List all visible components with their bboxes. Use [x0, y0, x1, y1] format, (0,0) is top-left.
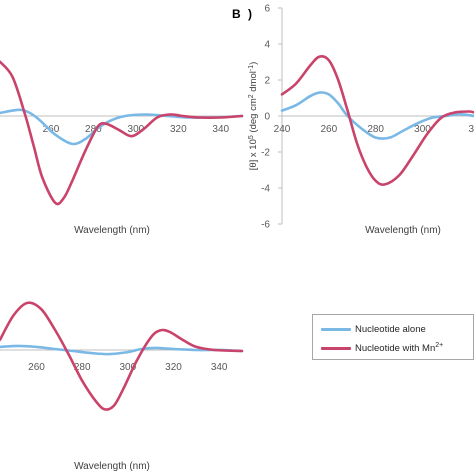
panel-b-x-tick-label: 280 — [367, 124, 384, 135]
panel-c-series-mn-line — [0, 301, 244, 411]
panel-b-series-mn-line — [280, 54, 474, 186]
panel-b-y-tick-label: 6 — [264, 4, 270, 15]
legend-label-mn-sup: 2+ — [435, 341, 444, 349]
legend-swatch-mn — [321, 346, 351, 350]
legend-item-mn: Nucleotide with Mn2+ — [321, 341, 443, 355]
panel-b-label-paren: ) — [248, 7, 252, 21]
panel-b: B ) 6 4 2 0 -2 -4 -6 240 260 280 300 32 [θ] x 105 … — [232, 4, 474, 236]
legend: Nucleotide alone Nucleotide with Mn2+ — [312, 314, 474, 360]
panel-b-y-tick-label: -4 — [261, 184, 270, 195]
panel-b-x-tick-label: 240 — [274, 124, 291, 135]
panel-a-x-tick-label: 340 — [212, 124, 229, 135]
panel-a-x-tick-label: 300 — [128, 124, 145, 135]
panel-b-x-tick-label: 260 — [320, 124, 337, 135]
legend-swatch-alone — [321, 327, 351, 331]
panel-b-y-tick-label: -2 — [261, 148, 270, 159]
panel-b-y-tick-label: 0 — [264, 112, 270, 123]
panel-b-series-alone-line — [280, 91, 474, 140]
panel-c-x-tick-label: 300 — [120, 362, 137, 373]
panel-c-x-tick-label: 320 — [165, 362, 182, 373]
panel-b-x-tick-label: 32 — [468, 124, 474, 135]
panel-a-series-mn-line — [0, 60, 244, 206]
panel-a-series-alone-line — [0, 108, 244, 146]
panel-b-y-tick-label: 4 — [264, 40, 270, 51]
panel-b-y-tick-label: 2 — [264, 76, 270, 87]
legend-label-mn: Nucleotide with Mn2+ — [355, 342, 443, 354]
panel-c-x-tick-label: 340 — [211, 362, 228, 373]
panel-a-x-tick-label: 280 — [85, 124, 102, 135]
panel-b-label: B — [232, 7, 241, 21]
panel-a-x-tick-label: 320 — [170, 124, 187, 135]
panel-c-x-tick-label: 280 — [74, 362, 91, 373]
panel-b-x-axis-label: Wavelength (nm) — [365, 225, 441, 236]
legend-item-alone: Nucleotide alone — [321, 322, 426, 336]
panel-a-x-axis-label: Wavelength (nm) — [74, 225, 150, 236]
panel-c-series-alone-line — [0, 344, 244, 356]
panel-c-x-tick-label: 260 — [28, 362, 45, 373]
panel-c-x-axis-label: Wavelength (nm) — [74, 461, 150, 472]
panel-b-y-tick-label: -6 — [261, 220, 270, 231]
panel-b-x-tick-label: 300 — [414, 124, 431, 135]
panel-c: 260 280 300 320 340 Wavelength (nm) — [0, 301, 244, 472]
legend-label-mn-text: Nucleotide with Mn — [355, 343, 436, 355]
panel-b-y-axis-label: [θ] x 105 (deg cm2 dmol-1) — [248, 62, 260, 171]
panel-a: 260 280 300 320 340 Wavelength (nm) — [0, 60, 244, 236]
legend-label-alone: Nucleotide alone — [355, 323, 426, 335]
